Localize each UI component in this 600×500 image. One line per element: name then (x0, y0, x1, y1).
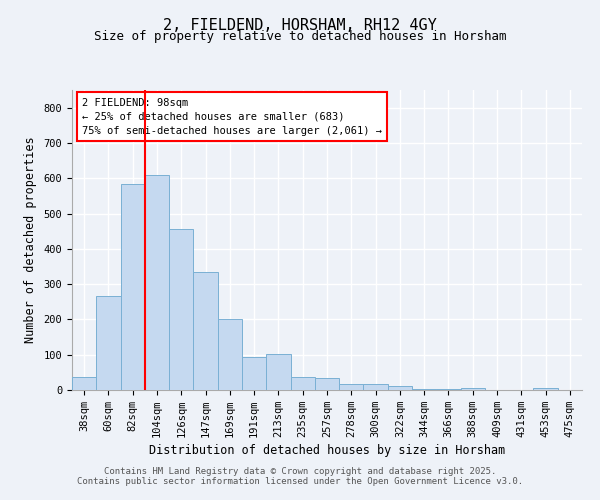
Bar (290, 376, 315, 390)
Bar (339, 384, 364, 390)
Bar (169, 230, 193, 390)
Bar (461, 388, 485, 390)
Y-axis label: Number of detached properties: Number of detached properties (23, 136, 37, 344)
X-axis label: Distribution of detached houses by size in Horsham: Distribution of detached houses by size … (149, 444, 505, 457)
Bar (533, 388, 558, 390)
Text: Size of property relative to detached houses in Horsham: Size of property relative to detached ho… (94, 30, 506, 43)
Bar (315, 378, 339, 390)
Text: Contains HM Land Registry data © Crown copyright and database right 2025.: Contains HM Land Registry data © Crown c… (104, 467, 496, 476)
Bar (193, 272, 218, 390)
Bar (121, 184, 145, 390)
Bar (412, 388, 436, 390)
Bar (364, 384, 388, 390)
Bar (145, 174, 169, 390)
Bar (388, 386, 412, 390)
Bar (266, 354, 290, 390)
Bar (72, 376, 96, 390)
Bar (436, 389, 461, 390)
Bar (218, 320, 242, 390)
Text: 2, FIELDEND, HORSHAM, RH12 4GY: 2, FIELDEND, HORSHAM, RH12 4GY (163, 18, 437, 32)
Text: 2 FIELDEND: 98sqm
← 25% of detached houses are smaller (683)
75% of semi-detache: 2 FIELDEND: 98sqm ← 25% of detached hous… (82, 98, 382, 136)
Bar (96, 296, 121, 390)
Text: Contains public sector information licensed under the Open Government Licence v3: Contains public sector information licen… (77, 477, 523, 486)
Bar (242, 357, 266, 390)
